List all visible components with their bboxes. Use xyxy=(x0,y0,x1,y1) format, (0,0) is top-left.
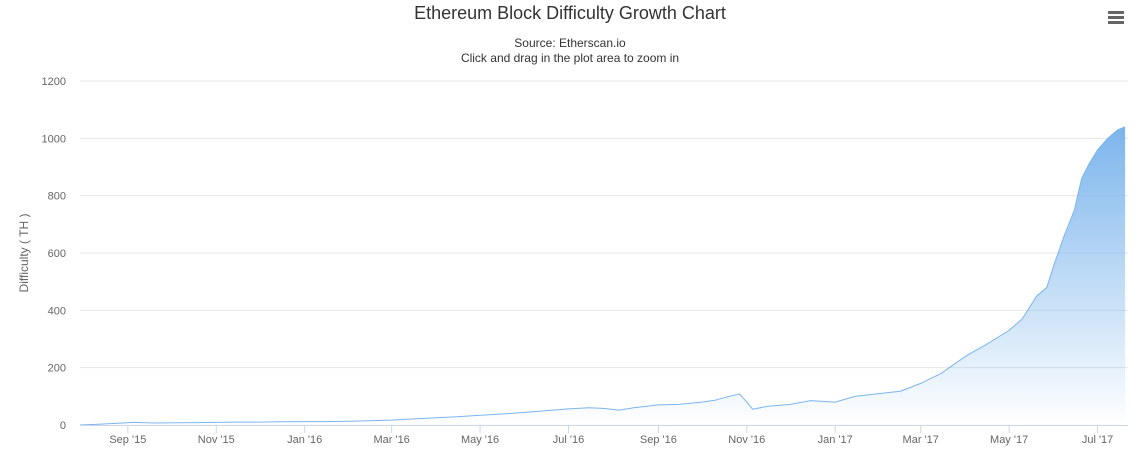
x-tick-label: Jan '17 xyxy=(818,434,853,446)
y-axis-ticks: 0 200 400 600 800 1000 1200 xyxy=(42,76,66,432)
y-tick-label: 0 xyxy=(60,420,66,432)
chart-subtitle-source: Source: Etherscan.io xyxy=(514,36,626,50)
x-tick-label: Sep '16 xyxy=(640,434,677,446)
y-tick-label: 800 xyxy=(48,191,66,203)
x-tick-label: Jul '16 xyxy=(553,434,584,446)
x-tick-label: Nov '15 xyxy=(198,434,235,446)
hamburger-menu-icon[interactable] xyxy=(1104,6,1128,28)
x-tick-label: May '16 xyxy=(461,434,499,446)
series-area[interactable] xyxy=(79,126,1126,426)
x-tick-label: Sep '15 xyxy=(109,434,146,446)
y-tick-label: 400 xyxy=(48,305,66,317)
menu-bar-middle xyxy=(1108,16,1124,19)
menu-bar-bottom xyxy=(1108,21,1124,24)
x-tick-label: Jul '17 xyxy=(1082,434,1113,446)
series-area-fill xyxy=(80,126,1126,426)
menu-bar-top xyxy=(1108,11,1124,14)
y-tick-label: 200 xyxy=(48,363,66,375)
x-axis-ticks: Sep '15 Nov '15 Jan '16 Mar '16 May '16 Jul '… xyxy=(109,425,1113,446)
x-tick-label: Mar '16 xyxy=(373,434,409,446)
series-line[interactable] xyxy=(79,126,1126,426)
y-tick-label: 1200 xyxy=(42,76,66,88)
y-tick-label: 600 xyxy=(48,248,66,260)
y-axis-title: Difficulty ( TH ) xyxy=(17,214,31,293)
chart-subtitle-zoom-hint: Click and drag in the plot area to zoom … xyxy=(460,51,680,65)
x-tick-label: Mar '17 xyxy=(903,434,939,446)
x-tick-label: Nov '16 xyxy=(728,434,765,446)
x-tick-label: Jan '16 xyxy=(287,434,322,446)
y-grid-lines xyxy=(80,80,1128,369)
x-tick-label: May '17 xyxy=(990,434,1028,446)
chart-title: Ethereum Block Difficulty Growth Chart xyxy=(414,3,726,23)
y-tick-label: 1000 xyxy=(42,133,66,145)
